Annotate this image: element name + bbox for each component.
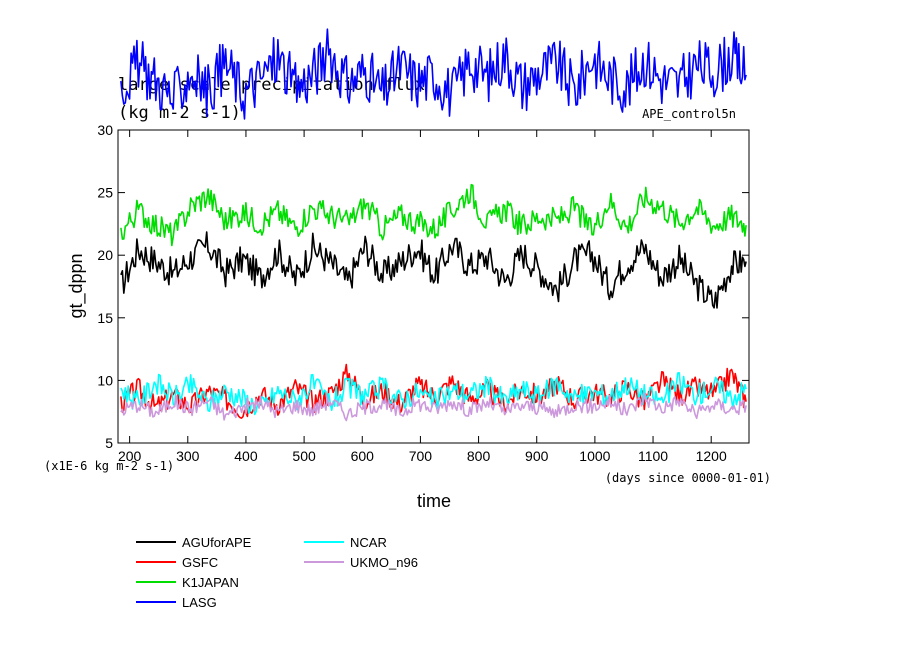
series-line-ukmo-n96 [120,392,747,422]
x-axis-title: time [417,491,451,511]
x-tick-label: 600 [351,448,375,464]
y-tick-label: 15 [97,310,113,326]
x-tick-label: 500 [292,448,316,464]
chart-units: (kg m-2 s-1) [118,103,241,123]
plot-frame [117,129,750,444]
x-tick-label: 1000 [579,448,610,464]
x-tick-label: 400 [234,448,258,464]
x-tick-label: 900 [525,448,549,464]
x-tick-label: 1200 [696,448,727,464]
legend: AGUforAPE GSFC K1JAPAN LASG NCAR UKMO_n96 [136,535,418,610]
y-tick-label: 10 [97,372,113,388]
legend-label: UKMO_n96 [350,555,418,570]
x-tick-label: 800 [467,448,491,464]
y-tick-label: 20 [97,247,113,263]
y-scale-note: (x1E-6 kg m-2 s-1) [44,459,174,473]
series-line-aguforape [120,231,747,309]
y-tick-label: 30 [97,122,113,138]
x-tick-label: 1100 [638,448,668,464]
legend-label: GSFC [182,555,218,570]
legend-label: NCAR [350,535,387,550]
series-line-k1japan [120,183,747,247]
chart-title: large scale precipitation flux [118,75,425,95]
x-tick-label: 300 [176,448,200,464]
y-tick-label: 25 [97,185,113,201]
legend-label: AGUforAPE [182,535,252,550]
x-unit-note: (days since 0000-01-01) [605,471,771,485]
x-tick-label: 200 [118,448,142,464]
series-layer [120,28,747,422]
series-line-lasg [120,28,747,120]
y-axis-ticks: 5 10 15 20 25 30 [97,122,749,451]
series-line-ncar [120,371,747,416]
experiment-label: APE_control5n [642,107,736,121]
legend-label: LASG [182,595,217,610]
x-axis-ticks: 200 300 400 500 600 700 800 900 1000 1100 1200 [118,130,727,464]
legend-label: K1JAPAN [182,575,239,590]
y-tick-label: 5 [105,435,113,451]
y-axis-title: gt_dppn [66,253,87,318]
x-tick-label: 700 [409,448,433,464]
